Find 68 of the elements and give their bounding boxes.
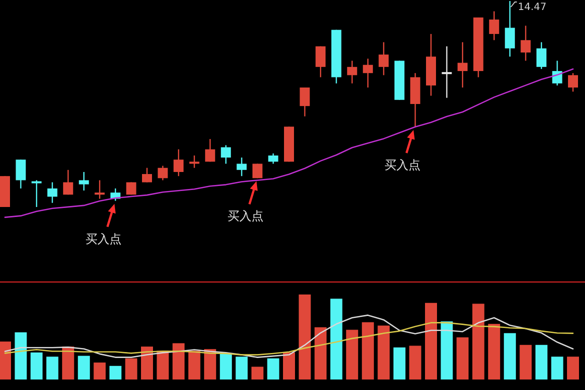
bar — [125, 358, 138, 380]
bar — [425, 302, 437, 380]
bar — [330, 298, 342, 380]
candlestick — [458, 42, 468, 88]
bar — [188, 350, 200, 380]
candlestick — [236, 156, 247, 177]
candlestick — [268, 152, 278, 164]
annotation: 买入点 — [85, 232, 122, 246]
candlestick — [158, 165, 168, 181]
bar — [346, 330, 358, 380]
candlestick — [347, 60, 358, 84]
annotation: 买入点 — [384, 158, 420, 172]
bar — [488, 324, 500, 380]
annotation: 买入点 — [227, 209, 264, 224]
bar — [14, 332, 27, 380]
bar — [204, 349, 216, 380]
candlestick — [189, 154, 200, 168]
bar — [267, 358, 280, 380]
bar — [283, 352, 295, 380]
bar — [220, 353, 232, 380]
candlestick — [378, 42, 389, 76]
bar — [472, 304, 484, 380]
bar — [30, 352, 43, 380]
candlestick — [63, 169, 74, 196]
annotation: 14.47 — [518, 2, 547, 13]
candlestick — [536, 42, 546, 70]
candlestick — [568, 72, 578, 92]
bar — [551, 356, 564, 380]
bar — [109, 366, 122, 380]
candlestick — [552, 60, 562, 86]
candlestick — [32, 180, 42, 208]
bar — [456, 337, 469, 380]
bar — [94, 362, 106, 380]
bar — [535, 344, 548, 380]
bar — [172, 343, 185, 380]
bar — [504, 333, 516, 380]
candlestick — [78, 171, 89, 192]
candlestick — [205, 138, 216, 162]
bar — [78, 356, 90, 380]
candlestick — [252, 163, 262, 179]
bar — [298, 294, 311, 380]
bar — [378, 326, 390, 380]
candlestick — [94, 180, 105, 200]
candlestick — [174, 148, 184, 177]
candlestick — [300, 86, 310, 117]
bar — [520, 344, 532, 380]
bar — [0, 342, 11, 380]
candlestick — [489, 10, 500, 41]
candlestick — [362, 58, 373, 88]
bar — [314, 327, 327, 380]
bar — [393, 347, 406, 380]
bar — [567, 356, 579, 380]
candlestick — [520, 25, 531, 62]
bar — [409, 346, 422, 380]
candlestick — [316, 46, 326, 78]
bar — [440, 321, 453, 380]
bar — [251, 366, 264, 380]
bar — [156, 350, 169, 380]
bar — [46, 356, 58, 380]
candlestick — [16, 159, 26, 190]
candlestick — [442, 46, 452, 98]
bar — [62, 346, 74, 380]
bar — [141, 346, 153, 380]
bar — [236, 356, 248, 380]
candlestick — [142, 167, 152, 183]
candlestick — [220, 144, 231, 164]
candlestick — [47, 182, 58, 204]
bar — [362, 322, 374, 380]
